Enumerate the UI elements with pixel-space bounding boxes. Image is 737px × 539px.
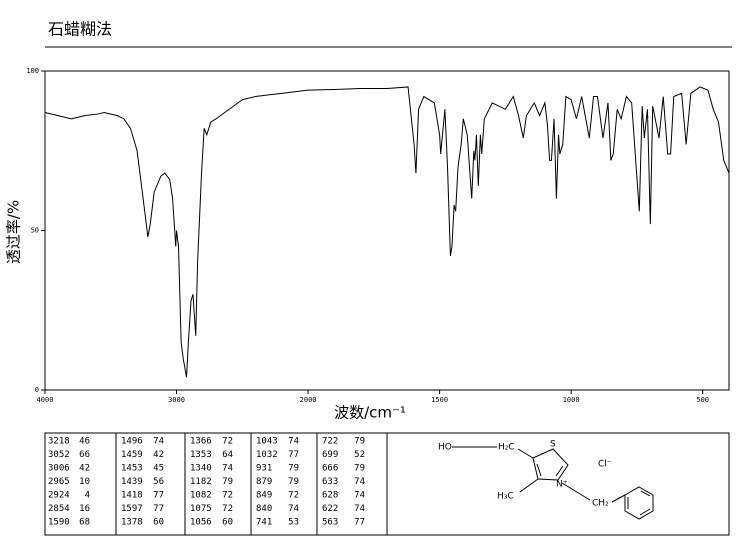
atom-label: S [550,440,556,450]
peak-cell: 46 [79,437,90,447]
peak-cell: 666 [322,464,338,474]
peak-cell: 3052 [48,450,70,460]
peak-cell: 74 [354,504,365,514]
peak-cell: 2965 [48,477,70,487]
peak-cell: 74 [153,437,164,447]
peak-cell: 1590 [48,518,70,528]
peak-cell: 68 [79,518,90,528]
peak-cell: 722 [322,437,338,447]
peak-cell: 1043 [256,437,278,447]
peak-cell: 1340 [190,464,212,474]
peak-cell: 1182 [190,477,212,487]
peak-cell: 16 [79,504,90,514]
peak-cell: 1418 [121,491,143,501]
peak-cell: 849 [256,491,272,501]
peak-cell: 53 [288,518,299,528]
peak-cell: 840 [256,504,272,514]
atom-label: H₃C [497,492,514,502]
atom-label: HO [438,443,452,453]
peak-cell: 1082 [190,491,212,501]
peak-cell: 699 [322,450,338,460]
peak-cell: 79 [222,477,233,487]
y-tick-label: 0 [35,386,39,394]
peak-cell: 74 [288,504,299,514]
peak-cell: 64 [222,450,233,460]
peak-cell: 1056 [190,518,212,528]
y-tick-label: 100 [26,67,39,75]
peak-cell: 72 [222,504,233,514]
peak-cell: 3006 [48,464,70,474]
peak-cell: 2924 [48,491,70,501]
peak-cell: 741 [256,518,272,528]
peak-cell: 72 [222,491,233,501]
peak-cell: 74 [354,491,365,501]
x-tick-label: 3000 [168,396,185,404]
x-tick-label: 500 [696,396,709,404]
peak-cell: 1032 [256,450,278,460]
peak-cell: 1453 [121,464,143,474]
peak-cell: 77 [153,504,164,514]
peak-cell: 1353 [190,450,212,460]
x-tick-label: 1000 [563,396,580,404]
peak-cell: 77 [354,518,365,528]
peak-cell: 1597 [121,504,143,514]
peak-cell: 45 [153,464,164,474]
peak-cell: 79 [354,464,365,474]
chart-title: 石蜡糊法 [48,20,112,39]
peak-cell: 1075 [190,504,212,514]
peak-cell: 628 [322,491,338,501]
peak-cell: 72 [288,491,299,501]
peak-cell: 79 [288,464,299,474]
y-tick-label: 50 [31,227,39,235]
peak-cell: 1378 [121,518,143,528]
peak-cell: 52 [354,450,365,460]
x-tick-label: 1500 [431,396,448,404]
peak-cell: 2854 [48,504,70,514]
peak-cell: 66 [79,450,90,460]
peak-cell: 74 [222,464,233,474]
peak-cell: 1459 [121,450,143,460]
peak-cell: 633 [322,477,338,487]
peak-cell: 77 [288,450,299,460]
peak-cell: 56 [153,477,164,487]
peak-cell: 1439 [121,477,143,487]
peak-cell: 42 [79,464,90,474]
peak-cell: 60 [153,518,164,528]
peak-cell: 879 [256,477,272,487]
spectrum-line [44,86,730,378]
peak-cell: 74 [288,437,299,447]
peak-cell: 60 [222,518,233,528]
structure-bonds [452,446,654,520]
x-axis-label: 波数/cm⁻¹ [334,404,406,422]
peak-cell: 79 [354,437,365,447]
peak-cell: 3218 [48,437,70,447]
atom-label: Cl⁻ [598,460,612,470]
atom-label: H₂C [498,443,515,453]
x-tick-label: 2000 [300,396,317,404]
plot-frame [44,70,730,391]
peak-cell: 1496 [121,437,143,447]
peak-cell: 931 [256,464,272,474]
peak-cell: 42 [153,450,164,460]
peak-cell: 563 [322,518,338,528]
atom-label: N⁺ [556,480,568,490]
peak-cell: 1366 [190,437,212,447]
peak-cell: 77 [153,491,164,501]
peak-cell: 72 [222,437,233,447]
peak-cell: 10 [79,477,90,487]
peak-cell: 74 [354,477,365,487]
peak-cell: 622 [322,504,338,514]
y-axis-label: 透过率/% [5,200,23,264]
peak-cell: 4 [85,491,90,501]
x-tick-label: 4000 [37,396,54,404]
table-dividers [115,433,388,535]
peak-cell: 79 [288,477,299,487]
atom-label: CH₂ [592,499,609,509]
